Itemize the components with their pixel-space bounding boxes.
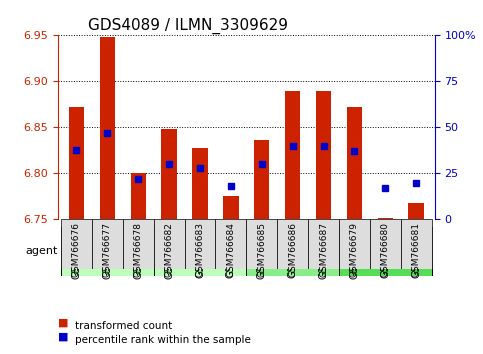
Text: GSM766687: GSM766687 [318, 219, 328, 279]
Text: GSM766685: GSM766685 [257, 222, 266, 277]
Text: percentile rank within the sample: percentile rank within the sample [75, 335, 251, 345]
Text: GSM766683: GSM766683 [195, 219, 205, 279]
Text: GSM766687: GSM766687 [319, 222, 328, 277]
Text: GSM766679: GSM766679 [350, 222, 359, 277]
FancyBboxPatch shape [154, 227, 246, 276]
Bar [223, 196, 239, 219]
Bar [130, 173, 146, 219]
FancyBboxPatch shape [154, 219, 185, 269]
FancyBboxPatch shape [185, 219, 215, 269]
Text: GSM766676: GSM766676 [72, 222, 81, 277]
Text: GSM766678: GSM766678 [134, 222, 143, 277]
Text: GSM766676: GSM766676 [71, 219, 82, 279]
Text: GSM766681: GSM766681 [411, 219, 421, 279]
Text: transformed count: transformed count [75, 321, 172, 331]
Text: ■: ■ [58, 318, 69, 328]
Text: GSM766683: GSM766683 [196, 222, 204, 277]
Bar [347, 107, 362, 219]
Bar [316, 91, 331, 219]
Text: GSM766677: GSM766677 [102, 219, 113, 279]
Bar [161, 129, 177, 219]
Bar [378, 218, 393, 219]
Text: GSM766686: GSM766686 [288, 219, 298, 279]
Bar [192, 148, 208, 219]
Text: control: control [90, 246, 124, 256]
Text: Bortezomib (Velcade) +
Estrogen: Bortezomib (Velcade) + Estrogen [235, 240, 351, 262]
Text: agent: agent [26, 246, 58, 256]
FancyBboxPatch shape [61, 227, 154, 276]
FancyBboxPatch shape [401, 219, 432, 269]
FancyBboxPatch shape [61, 219, 92, 269]
Text: GSM766684: GSM766684 [227, 222, 235, 277]
FancyBboxPatch shape [277, 219, 308, 269]
Text: GSM766682: GSM766682 [164, 219, 174, 279]
Bar [69, 107, 84, 219]
Text: GSM766677: GSM766677 [103, 222, 112, 277]
FancyBboxPatch shape [215, 219, 246, 269]
Bar [254, 140, 270, 219]
FancyBboxPatch shape [308, 219, 339, 269]
Bar [409, 203, 424, 219]
Text: Bortezomib
(Velcade): Bortezomib (Velcade) [172, 240, 228, 262]
Text: GDS4089 / ILMN_3309629: GDS4089 / ILMN_3309629 [88, 18, 288, 34]
FancyBboxPatch shape [370, 219, 401, 269]
Text: GSM766685: GSM766685 [257, 219, 267, 279]
FancyBboxPatch shape [92, 219, 123, 269]
Text: ■: ■ [58, 332, 69, 342]
Text: GSM766682: GSM766682 [165, 222, 173, 277]
Text: GSM766686: GSM766686 [288, 222, 297, 277]
FancyBboxPatch shape [339, 219, 370, 269]
Bar [285, 91, 300, 219]
Text: GSM766681: GSM766681 [412, 222, 421, 277]
Text: Estrogen: Estrogen [364, 246, 407, 256]
FancyBboxPatch shape [246, 219, 277, 269]
Bar [99, 37, 115, 219]
FancyBboxPatch shape [123, 219, 154, 269]
Text: GSM766678: GSM766678 [133, 219, 143, 279]
Text: GSM766680: GSM766680 [381, 222, 390, 277]
FancyBboxPatch shape [339, 227, 432, 276]
Text: GSM766680: GSM766680 [380, 219, 390, 279]
Text: GSM766679: GSM766679 [349, 219, 359, 279]
Text: GSM766684: GSM766684 [226, 219, 236, 279]
FancyBboxPatch shape [246, 227, 339, 276]
